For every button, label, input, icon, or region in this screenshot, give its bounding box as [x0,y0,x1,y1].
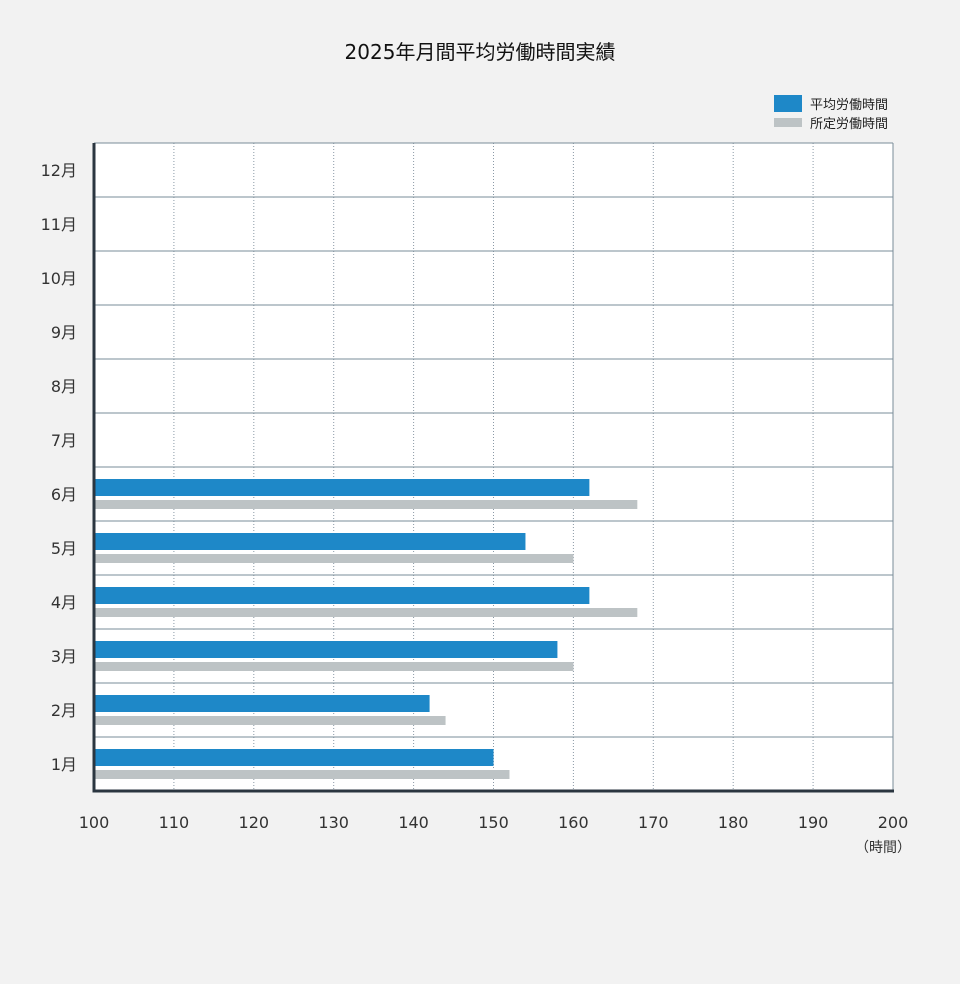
legend-label-scheduled: 所定労働時間 [810,117,889,132]
x-tick-label: 120 [239,813,270,832]
bar-average-5 [94,533,526,550]
y-tick-label: 5月 [51,539,77,558]
legend-swatch-average [774,95,802,112]
bar-average-1 [94,749,494,766]
legend-label-average: 平均労働時間 [810,98,889,113]
x-tick-label: 150 [478,813,509,832]
y-tick-label: 11月 [41,215,77,234]
x-tick-label: 190 [798,813,829,832]
x-tick-label: 100 [79,813,110,832]
legend-item-scheduled: 所定労働時間 [774,113,888,132]
legend: 平均労働時間 所定労働時間 [774,94,888,132]
chart-title: 2025年月間平均労働時間実績 [344,40,616,64]
x-tick-label: 200 [878,813,909,832]
y-tick-label: 3月 [51,647,77,666]
y-tick-label: 7月 [51,431,77,450]
y-tick-label: 12月 [41,161,77,180]
bar-average-6 [94,479,590,496]
bar-average-4 [94,587,590,604]
x-tick-label: 180 [718,813,749,832]
bar-scheduled-2 [94,716,446,725]
legend-swatch-scheduled [774,118,802,127]
y-tick-label: 1月 [51,755,77,774]
bar-scheduled-1 [94,770,510,779]
bar-scheduled-6 [94,500,638,509]
y-tick-label: 9月 [51,323,77,342]
y-tick-label: 8月 [51,377,77,396]
x-tick-label: 170 [638,813,669,832]
bar-scheduled-3 [94,662,574,671]
bar-scheduled-4 [94,608,638,617]
x-tick-label: 130 [318,813,349,832]
legend-item-average: 平均労働時間 [774,94,888,113]
y-tick-label: 2月 [51,701,77,720]
bar-scheduled-5 [94,554,574,563]
y-tick-label: 10月 [41,269,77,288]
bar-average-2 [94,695,430,712]
x-tick-label: 140 [398,813,429,832]
x-tick-label: 110 [159,813,190,832]
bar-average-3 [94,641,558,658]
x-axis-unit-label: （時間） [855,840,911,856]
y-tick-label: 6月 [51,485,77,504]
y-tick-label: 4月 [51,593,77,612]
x-tick-label: 160 [558,813,589,832]
